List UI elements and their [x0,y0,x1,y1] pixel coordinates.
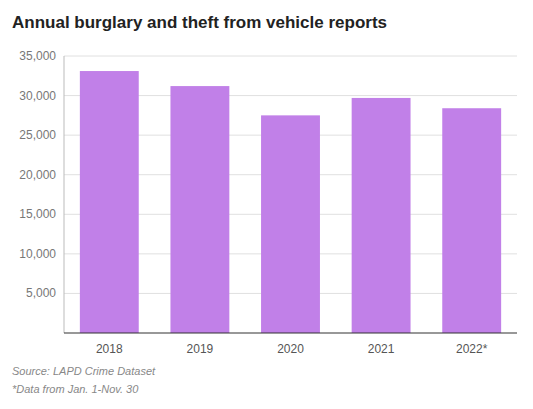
bar [352,98,411,333]
y-tick-label: 10,000 [19,247,56,261]
y-tick-label: 20,000 [19,168,56,182]
x-tick-label: 2018 [96,342,123,356]
bars [80,71,501,333]
bar [80,71,139,333]
annotation: Source: LAPD Crime Dataset [12,365,156,377]
bar [442,108,501,333]
x-axis-line [64,332,517,333]
y-tick-label: 30,000 [19,89,56,103]
y-axis-line [64,56,65,333]
x-tick-label: 2022* [456,342,488,356]
title: Annual burglary and theft from vehicle r… [12,13,387,32]
x-tick-label: 2020 [277,342,304,356]
y-tick-label: 25,000 [19,128,56,142]
bar [261,115,320,333]
y-tick-label: 5,000 [26,286,56,300]
y-tick-label: 15,000 [19,207,56,221]
chart: Annual burglary and theft from vehicle r… [0,0,533,409]
x-tick-label: 2019 [187,342,214,356]
annotation: *Data from Jan. 1-Nov. 30 [12,383,139,395]
y-tick-label: 35,000 [19,49,56,63]
grid-line [64,56,517,57]
bar [170,86,229,333]
x-tick-label: 2021 [368,342,395,356]
